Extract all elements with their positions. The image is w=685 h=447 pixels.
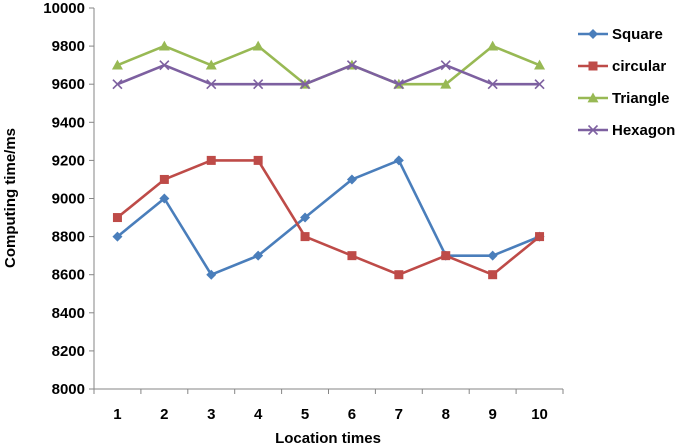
x-axis-title: Location times xyxy=(275,430,381,447)
data-point-square xyxy=(346,174,357,185)
data-point-triangle xyxy=(252,40,264,51)
data-point-square xyxy=(253,250,264,261)
data-point-circular xyxy=(300,232,310,242)
data-point-hexagon xyxy=(534,79,545,90)
legend: Square circular Triangle Hexagon xyxy=(578,26,675,139)
legend-label-circular: circular xyxy=(612,58,666,75)
y-tick-label: 9600 xyxy=(52,76,85,93)
data-point-square xyxy=(487,250,498,261)
series-layer xyxy=(111,40,546,280)
y-tick-label: 9000 xyxy=(52,191,85,208)
series-line-square xyxy=(116,159,541,277)
y-tick-label: 9800 xyxy=(52,38,85,55)
series-hexagon xyxy=(112,60,545,90)
axes: 8000 8200 8400 8600 8800 9000 9200 9400 9600 9800… xyxy=(43,0,564,423)
legend-item-square: Square xyxy=(578,26,663,43)
x-marker-stroke xyxy=(346,60,358,71)
data-point-triangle xyxy=(440,78,452,89)
y-tick-label: 8400 xyxy=(52,305,85,322)
x-tick-label: 9 xyxy=(488,406,496,423)
x-tick-label: 1 xyxy=(113,406,121,423)
y-tick-label: 8000 xyxy=(52,381,85,398)
x-tick-label: 6 xyxy=(348,406,356,423)
legend-item-triangle: Triangle xyxy=(578,90,670,107)
x-tick-label: 4 xyxy=(254,406,263,423)
series-circular xyxy=(112,155,545,280)
data-point-circular xyxy=(206,155,216,165)
data-point-hexagon xyxy=(299,79,311,90)
x-tick-label: 10 xyxy=(531,406,548,423)
x-marker-stroke xyxy=(587,124,599,136)
legend-marker-circular xyxy=(588,61,598,71)
y-tick-label: 8800 xyxy=(52,229,85,246)
x-marker-stroke xyxy=(393,79,404,90)
data-point-hexagon xyxy=(346,60,358,71)
y-tick-label: 10000 xyxy=(43,0,85,17)
x-marker-stroke xyxy=(534,79,545,90)
data-point-circular xyxy=(253,155,263,165)
data-point-hexagon xyxy=(440,60,451,71)
data-point-square xyxy=(300,212,311,223)
data-point-hexagon xyxy=(253,79,264,90)
series-triangle xyxy=(111,40,546,89)
data-point-circular xyxy=(112,213,122,223)
data-point-triangle xyxy=(534,59,546,70)
legend-item-circular: circular xyxy=(578,58,666,75)
legend-marker-triangle xyxy=(587,92,599,103)
legend-item-hexagon: Hexagon xyxy=(578,122,675,139)
data-point-circular xyxy=(441,251,451,261)
x-tick-label: 3 xyxy=(207,406,215,423)
data-point-triangle xyxy=(487,40,499,51)
y-tick-label: 9200 xyxy=(52,152,85,169)
x-marker-stroke xyxy=(206,79,217,90)
legend-marker-square xyxy=(588,29,598,39)
data-point-square xyxy=(206,269,217,280)
data-point-hexagon xyxy=(159,60,170,71)
data-point-triangle xyxy=(205,59,217,70)
x-marker-stroke xyxy=(440,60,451,71)
x-tick-label: 2 xyxy=(160,406,168,423)
legend-marker-hexagon xyxy=(587,124,599,136)
data-point-triangle xyxy=(111,59,123,70)
data-point-square xyxy=(393,155,404,166)
series-line-hexagon xyxy=(116,63,540,86)
x-marker-stroke xyxy=(159,60,170,71)
data-point-square xyxy=(112,231,123,242)
y-axis-title: Computing time/ms xyxy=(2,128,19,268)
x-marker-stroke xyxy=(112,79,123,90)
data-point-hexagon xyxy=(393,79,404,90)
series-line-circular xyxy=(116,159,541,277)
x-marker-stroke xyxy=(299,79,311,90)
x-tick-label: 5 xyxy=(301,406,309,423)
data-point-hexagon xyxy=(487,79,498,90)
data-point-circular xyxy=(535,232,545,242)
x-marker-stroke xyxy=(487,79,498,90)
data-point-circular xyxy=(347,251,357,261)
data-point-square xyxy=(159,193,170,204)
data-point-circular xyxy=(159,174,169,184)
y-tick-label: 9400 xyxy=(52,114,85,131)
x-marker-stroke xyxy=(253,79,264,90)
legend-label-triangle: Triangle xyxy=(612,90,670,107)
data-point-hexagon xyxy=(206,79,217,90)
legend-label-hexagon: Hexagon xyxy=(612,122,675,139)
x-tick-label: 8 xyxy=(442,406,450,423)
data-point-circular xyxy=(394,270,404,280)
x-tick-label: 7 xyxy=(395,406,403,423)
y-tick-label: 8600 xyxy=(52,267,85,284)
y-tick-label: 8200 xyxy=(52,343,85,360)
data-point-circular xyxy=(488,270,498,280)
legend-label-square: Square xyxy=(612,26,663,43)
data-point-triangle xyxy=(158,40,170,51)
data-point-hexagon xyxy=(112,79,123,90)
